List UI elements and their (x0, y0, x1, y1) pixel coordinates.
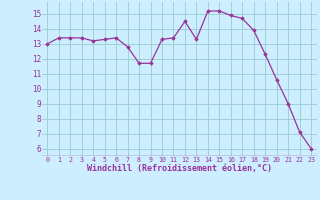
X-axis label: Windchill (Refroidissement éolien,°C): Windchill (Refroidissement éolien,°C) (87, 164, 272, 173)
